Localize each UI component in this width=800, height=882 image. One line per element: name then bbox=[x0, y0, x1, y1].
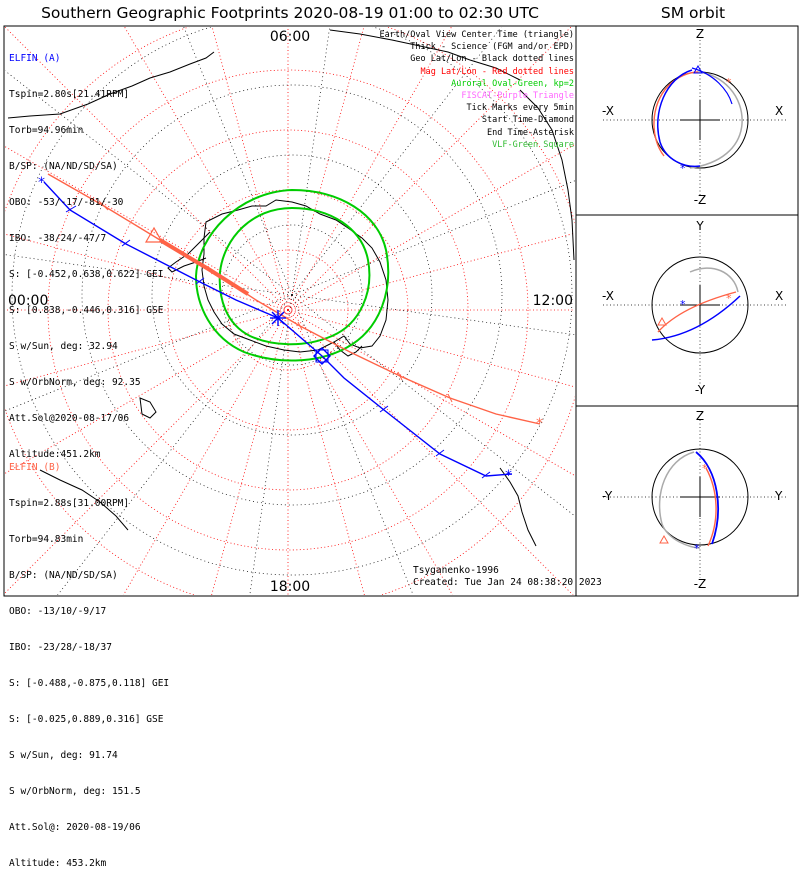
geo-lat-circles bbox=[11, 27, 573, 576]
legend-end-time: End Time-Asterisk bbox=[487, 127, 574, 138]
vlf-station-marker bbox=[313, 347, 331, 365]
hour-label-right: 12:00 bbox=[533, 293, 573, 309]
sm-panel-xz-left: -X bbox=[602, 104, 614, 118]
elfin-b-name: ELFIN (B) bbox=[9, 462, 61, 473]
elfin-b-ibo: IBO: -23/28/-18/37 bbox=[9, 642, 112, 653]
elfin-b-attitude-solution: Att.Sol@: 2020-08-19/06 bbox=[9, 822, 141, 833]
elfin-b-orbnorm-angle: S w/OrbNorm, deg: 151.5 bbox=[9, 786, 141, 797]
sm-panel-xy: * * Y -Y -X X bbox=[602, 219, 787, 397]
legend-vlf: VLF-Green Square bbox=[492, 139, 574, 150]
sm-panel-xy-top: Y bbox=[695, 219, 704, 233]
auroral-oval-outer bbox=[194, 188, 390, 362]
legend-view-center: Earth/Oval View Center Time (triangle) bbox=[379, 30, 574, 40]
hour-label-top: 06:00 bbox=[270, 29, 310, 45]
sm-panel-xz-bottom: -Z bbox=[694, 193, 707, 207]
elfin-a-obo: OBO: -53/-17/-81/-30 bbox=[9, 197, 124, 208]
svg-text:*: * bbox=[702, 462, 708, 475]
svg-text:*: * bbox=[680, 298, 686, 311]
elfin-a-end-asterisk: * bbox=[505, 468, 512, 484]
elfin-a-tick-marks bbox=[65, 205, 491, 479]
model-name: Tsyganenko-1996 bbox=[413, 565, 499, 576]
elfin-a-spin-gei: S: [-0.452,0.638,0.622] GEI bbox=[9, 269, 164, 280]
sm-panel-xy-right: X bbox=[775, 289, 783, 303]
svg-text:*: * bbox=[726, 292, 732, 305]
elfin-b-bsp: B/SP: (NA/ND/SD/SA) bbox=[9, 570, 118, 581]
elfin-a-spin-gse: S: [0.838,-0.446,0.316] GSE bbox=[9, 305, 164, 316]
sm-panel-yz-bottom: -Z bbox=[694, 577, 707, 591]
legend-science-thick: Thick - Science (FGM and/or EPD) bbox=[410, 42, 574, 53]
elfin-b-spin-gei: S: [-0.488,-0.875,0.118] GEI bbox=[9, 678, 170, 689]
sm-panel-yz-left: -Y bbox=[602, 489, 613, 503]
tierra-del-fuego-coastline bbox=[39, 469, 129, 531]
map-legend: Earth/Oval View Center Time (triangle) T… bbox=[380, 29, 574, 151]
elfin-a-start-marker: * bbox=[38, 175, 45, 191]
africa-coastline bbox=[329, 29, 521, 81]
sm-panel-xz-top: Z bbox=[696, 27, 704, 41]
elfin-b-info-panel: ELFIN (B) Tspin=2.88s[31.00RPM] Torb=94.… bbox=[9, 438, 169, 882]
svg-text:*: * bbox=[694, 542, 700, 555]
sm-panel-xz-right: X bbox=[775, 104, 783, 118]
sm-panel-xy-left: -X bbox=[602, 289, 614, 303]
antarctica-coastline bbox=[201, 199, 389, 353]
elfin-a-spin-period: Tspin=2.80s[21.41RPM] bbox=[9, 89, 130, 100]
auroral-oval-inner bbox=[218, 206, 371, 346]
elfin-b-sun-angle: S w/Sun, deg: 91.74 bbox=[9, 750, 118, 761]
elfin-b-view-center-triangle bbox=[144, 226, 164, 243]
ross-ice-shelf bbox=[333, 341, 363, 357]
sm-panel-frame bbox=[575, 25, 799, 597]
elfin-a-altitude: Altitude:451.2km bbox=[9, 449, 101, 460]
svg-text:*: * bbox=[680, 162, 686, 175]
legend-start-time: Start Time-Diamond bbox=[481, 115, 574, 126]
elfin-a-orbnorm-angle: S w/OrbNorm, deg: 92.35 bbox=[9, 377, 141, 388]
sm-panel-yz-right: Y bbox=[774, 489, 783, 503]
footprint-figure: Southern Geographic Footprints 2020-08-1… bbox=[3, 4, 799, 597]
legend-mag-grid: Mag Lat/Lon - Red dotted lines bbox=[420, 66, 574, 77]
elfin-a-track bbox=[43, 181, 513, 477]
elfin-b-spin-period: Tspin=2.88s[31.00RPM] bbox=[9, 498, 130, 509]
elfin-a-orbit-period: Torb=94.96min bbox=[9, 125, 84, 136]
antarctic-peninsula bbox=[167, 231, 211, 273]
elfin-b-orbit-period: Torb=94.83min bbox=[9, 534, 84, 545]
elfin-b-end-asterisk: * bbox=[536, 416, 543, 432]
sm-panel-yz: * * Z -Z -Y Y bbox=[602, 409, 787, 591]
sm-orbit-title: SM orbit bbox=[661, 4, 725, 22]
figure-title: Southern Geographic Footprints 2020-08-1… bbox=[41, 4, 539, 22]
elfin-a-name: ELFIN (A) bbox=[9, 53, 61, 64]
elfin-b-tick-marks bbox=[99, 201, 453, 403]
svg-text:*: * bbox=[726, 76, 732, 89]
elfin-a-sun-angle: S w/Sun, deg: 32.94 bbox=[9, 341, 118, 352]
sm-panel-xy-bottom: -Y bbox=[695, 383, 706, 397]
elfin-b-spin-gse: S: [-0.025,0.889,0.316] GSE bbox=[9, 714, 164, 725]
legend-auroral-oval: Auroral Oval-Green, kp=2 bbox=[451, 78, 574, 89]
elfin-a-info-panel: ELFIN (A) Tspin=2.80s[21.41RPM] Torb=94.… bbox=[9, 29, 163, 473]
south-america-coastline bbox=[7, 51, 215, 119]
created-timestamp: Created: Tue Jan 24 08:38:20 2023 bbox=[413, 577, 602, 588]
credit-block: Tsyganenko-1996 Created: Tue Jan 24 08:3… bbox=[413, 565, 602, 589]
elfin-b-altitude: Altitude: 453.2km bbox=[9, 858, 107, 869]
island-coastline bbox=[139, 397, 157, 419]
sm-panel-yz-top: Z bbox=[696, 409, 704, 423]
elfin-a-bsp: B/SP: (NA/ND/SD/SA) bbox=[9, 161, 118, 172]
elfin-b-obo: OBO: -13/10/-9/17 bbox=[9, 606, 107, 617]
sm-panel-xz: * * Z -Z -X X bbox=[602, 27, 787, 207]
new-zealand-coastline bbox=[499, 467, 537, 547]
elfin-a-attitude-solution: Att.Sol@2020-08-17/06 bbox=[9, 413, 130, 424]
legend-tick-marks: Tick Marks every 5min bbox=[466, 103, 574, 114]
hour-label-left: 00:00 bbox=[8, 293, 48, 309]
magnetic-pole-marker bbox=[270, 310, 286, 326]
hour-label-bottom: 18:00 bbox=[270, 579, 310, 595]
legend-fiscat: FISCAT-Purple Triangle bbox=[461, 90, 574, 101]
australia-coastline bbox=[519, 89, 575, 261]
legend-geo-grid: Geo Lat/Lon - Black dotted lines bbox=[410, 54, 574, 65]
elfin-a-ibo: IBO: -38/24/-47/7 bbox=[9, 233, 107, 244]
